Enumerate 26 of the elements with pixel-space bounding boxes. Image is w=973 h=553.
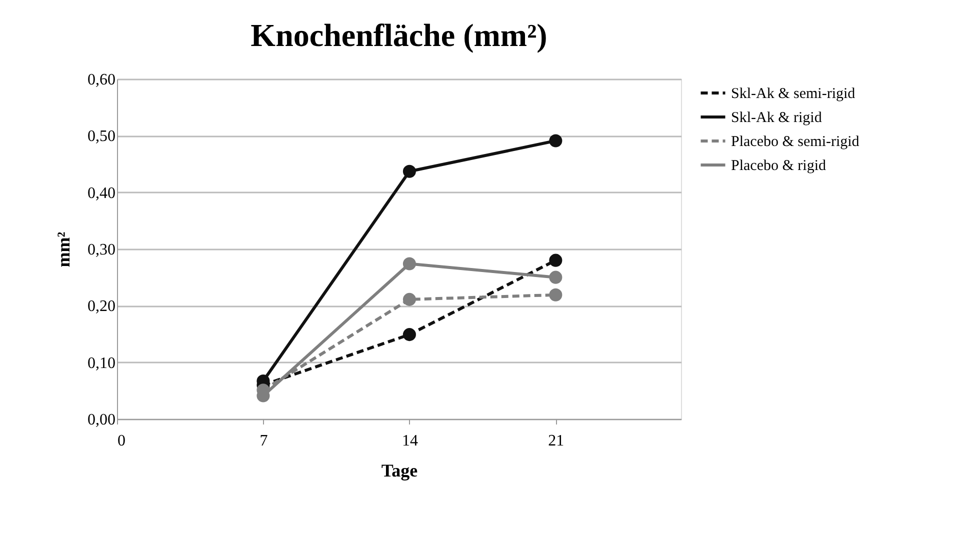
x-tick-label: 0 <box>118 432 126 450</box>
legend-label: Skl-Ak & rigid <box>731 110 822 126</box>
chart-title: Knochenfläche (mm²) <box>250 17 548 53</box>
point <box>549 288 562 302</box>
y-axis-title: mm² <box>54 232 74 268</box>
y-tick-label: 0,60 <box>88 72 116 88</box>
point <box>402 257 416 270</box>
x-tick-label: 21 <box>548 432 564 450</box>
legend-label: Skl-Ak & semi-rigid <box>731 86 856 102</box>
y-tick-label: 0,00 <box>88 412 116 428</box>
x-tick-label: 14 <box>402 432 418 450</box>
point <box>402 328 416 342</box>
point <box>549 270 562 284</box>
point <box>549 254 562 267</box>
y-tick-label: 0,50 <box>88 128 116 146</box>
y-tick-label: 0,20 <box>88 298 116 316</box>
point <box>402 164 416 178</box>
point <box>402 292 416 306</box>
y-tick-label: 0,40 <box>88 184 116 202</box>
point <box>549 134 562 148</box>
legend-label: Placebo & semi-rigid <box>731 134 860 150</box>
y-tick-label: 0,30 <box>88 242 116 258</box>
x-axis-title: Tage <box>381 460 418 480</box>
legend-label: Placebo & rigid <box>731 158 826 174</box>
x-tick-label: 7 <box>260 432 268 450</box>
y-tick-label: 0,10 <box>88 354 116 372</box>
